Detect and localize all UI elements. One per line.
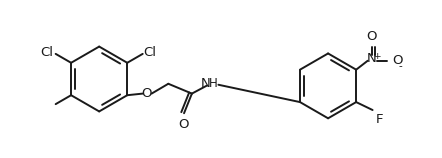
Text: H: H: [209, 77, 218, 90]
Text: O: O: [366, 30, 377, 43]
Text: -: -: [398, 61, 402, 71]
Text: Cl: Cl: [144, 46, 156, 59]
Text: N: N: [201, 77, 210, 90]
Text: Cl: Cl: [41, 46, 53, 59]
Text: O: O: [178, 118, 188, 131]
Text: O: O: [392, 54, 403, 67]
Text: F: F: [376, 113, 383, 126]
Text: N: N: [367, 52, 377, 65]
Text: +: +: [373, 52, 380, 61]
Text: O: O: [141, 87, 152, 100]
